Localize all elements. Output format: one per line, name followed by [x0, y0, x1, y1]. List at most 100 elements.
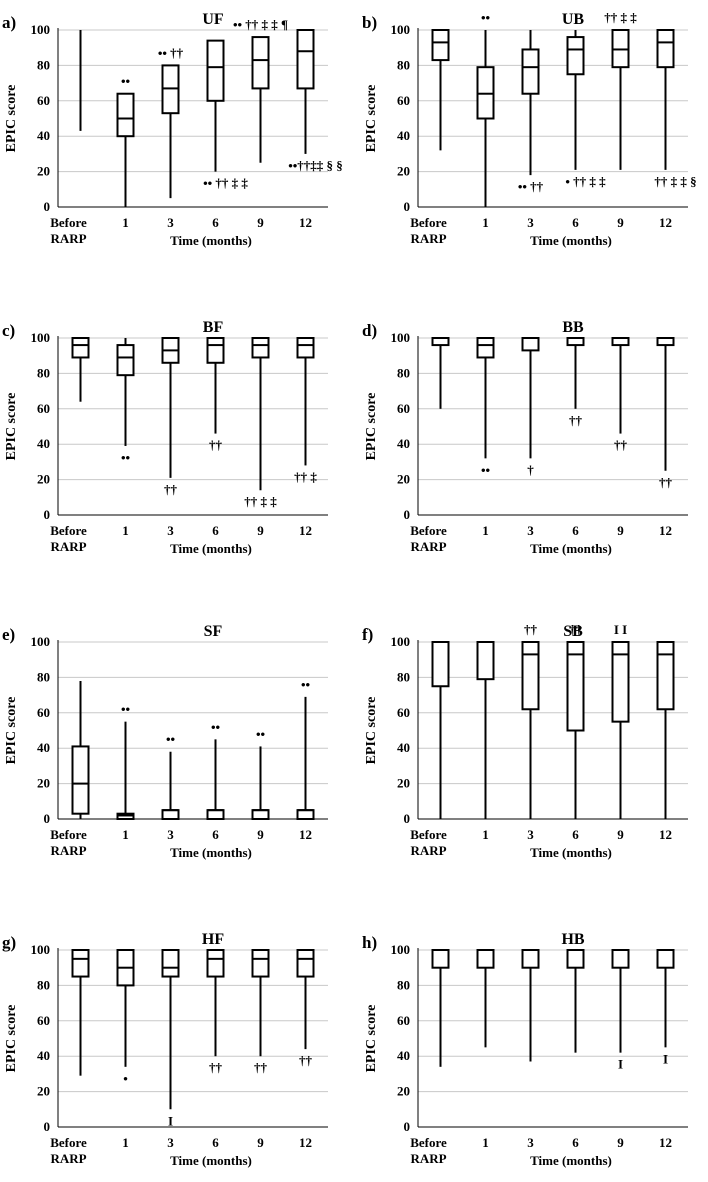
- box-iqr: [431, 641, 450, 688]
- x-tick-label: 1: [482, 523, 489, 538]
- box-0: [431, 337, 450, 409]
- box-iqr: [206, 337, 225, 364]
- y-tick-label: 80: [37, 57, 50, 72]
- panel-title: HF: [202, 931, 224, 948]
- box-iqr: [521, 337, 540, 352]
- box-2: •• ††: [518, 30, 544, 194]
- significance-mark: •• ††: [518, 179, 544, 194]
- box-5: ••: [296, 677, 315, 821]
- x-tick-label: 12: [299, 523, 312, 538]
- x-axis-label: Time (months): [170, 845, 252, 860]
- y-tick-label: 60: [397, 93, 410, 108]
- box-0: [431, 29, 450, 151]
- box-iqr: [71, 949, 90, 978]
- x-tick-label: 1: [482, 827, 489, 842]
- box-2: [521, 949, 540, 1062]
- y-tick-label: 80: [397, 57, 410, 72]
- box-4: †† ‡ ‡: [244, 337, 277, 509]
- box-iqr: [251, 949, 270, 978]
- box-2: ††: [521, 622, 540, 819]
- y-tick-label: 100: [391, 22, 411, 37]
- box-iqr: [296, 337, 315, 359]
- significance-mark: ••: [121, 74, 131, 89]
- y-tick-label: 40: [37, 740, 50, 755]
- x-tick-label: RARP: [50, 539, 86, 554]
- box-iqr: [161, 809, 180, 821]
- panel-letter: d): [362, 321, 377, 340]
- box-iqr: [521, 949, 540, 969]
- x-tick-label: 3: [167, 827, 174, 842]
- x-tick-label: 1: [482, 1135, 489, 1150]
- y-tick-label: 80: [397, 977, 410, 992]
- y-tick-label: 20: [37, 472, 50, 487]
- x-tick-label: 9: [617, 827, 624, 842]
- box-iqr: [611, 641, 630, 723]
- significance-mark: • †† ‡ ‡: [565, 174, 606, 189]
- box-3: [566, 949, 585, 1053]
- y-tick-label: 100: [31, 634, 51, 649]
- x-tick-label: 3: [167, 523, 174, 538]
- panel-title: SF: [204, 623, 223, 640]
- x-tick-label: Before: [50, 215, 87, 230]
- panel-letter: e): [2, 625, 15, 644]
- y-tick-label: 0: [44, 1119, 51, 1134]
- y-axis-label: EPIC score: [364, 1005, 379, 1073]
- x-tick-label: 9: [257, 523, 264, 538]
- x-tick-label: 3: [527, 827, 534, 842]
- box-iqr: [206, 39, 225, 102]
- x-tick-label: 1: [122, 1135, 129, 1150]
- box-iqr: [296, 29, 315, 90]
- x-tick-label: 12: [299, 827, 312, 842]
- x-tick-label: Before: [410, 215, 447, 230]
- x-tick-label: 12: [299, 215, 312, 230]
- y-tick-label: 20: [397, 1084, 410, 1099]
- box-iqr: [656, 949, 675, 969]
- x-tick-label: 9: [617, 215, 624, 230]
- box-1: •: [116, 949, 135, 1086]
- y-tick-label: 60: [397, 1013, 410, 1028]
- x-tick-label: 12: [659, 215, 672, 230]
- y-axis-label: EPIC score: [4, 697, 19, 765]
- significance-mark: ••: [256, 726, 266, 741]
- box-iqr: [611, 949, 630, 969]
- box-iqr: [521, 641, 540, 711]
- significance-mark: †† ‡ ‡ §: [654, 174, 696, 189]
- box-iqr: [116, 92, 135, 138]
- x-tick-label: Before: [50, 1135, 87, 1150]
- box-1: ••: [116, 702, 135, 821]
- x-tick-label: 6: [212, 827, 219, 842]
- box-iqr: [656, 337, 675, 347]
- box-iqr: [566, 36, 585, 76]
- box-iqr: [251, 36, 270, 90]
- x-tick-label: 3: [527, 1135, 534, 1150]
- y-tick-label: 80: [37, 669, 50, 684]
- y-tick-label: 100: [391, 330, 411, 345]
- x-axis-label: Time (months): [170, 1153, 252, 1168]
- box-3: ••: [206, 719, 225, 821]
- x-tick-label: 1: [122, 215, 129, 230]
- box-1: ••: [476, 10, 495, 207]
- significance-mark: I: [168, 1113, 173, 1128]
- box-iqr: [206, 949, 225, 978]
- box-iqr: [431, 29, 450, 62]
- x-tick-label: RARP: [410, 1151, 446, 1166]
- box-iqr: [656, 641, 675, 711]
- significance-mark: ††: [614, 438, 628, 453]
- box-iqr: [296, 809, 315, 821]
- box-2: I: [161, 949, 180, 1128]
- y-tick-label: 80: [37, 977, 50, 992]
- y-tick-label: 80: [397, 669, 410, 684]
- box-iqr: [251, 337, 270, 359]
- y-tick-label: 20: [397, 164, 410, 179]
- y-tick-label: 100: [391, 634, 411, 649]
- x-tick-label: 1: [482, 215, 489, 230]
- box-5: ††: [656, 337, 675, 490]
- y-tick-label: 0: [404, 507, 411, 522]
- x-tick-label: 6: [212, 523, 219, 538]
- y-tick-label: 60: [37, 705, 50, 720]
- significance-mark: I: [618, 1057, 623, 1072]
- x-tick-label: RARP: [50, 1151, 86, 1166]
- x-tick-label: RARP: [410, 231, 446, 246]
